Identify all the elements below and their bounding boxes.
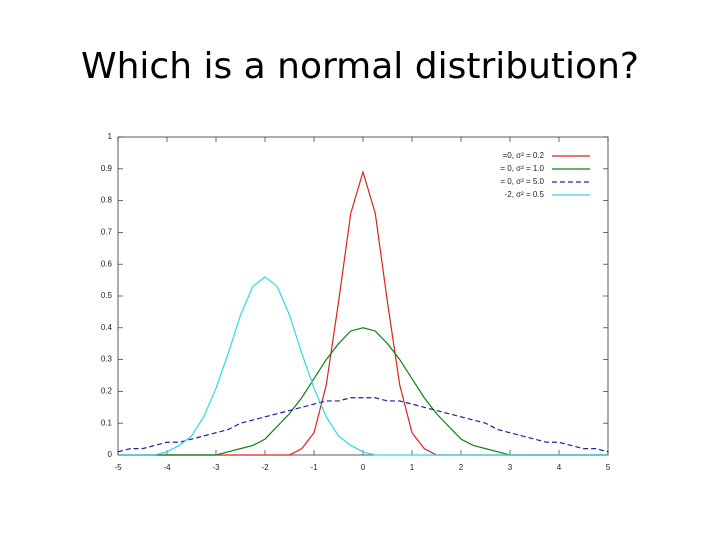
x-tick-label: -4 bbox=[163, 463, 171, 472]
series-line bbox=[117, 397, 609, 453]
y-tick-label: 0.4 bbox=[101, 323, 113, 332]
y-tick-label: 0.7 bbox=[101, 228, 113, 237]
legend-label: = 0, σ² = 5.0 bbox=[500, 177, 544, 186]
legend-label: =0, σ² = 0.2 bbox=[503, 151, 545, 160]
x-tick-label: 0 bbox=[361, 463, 366, 472]
y-tick-label: 0.9 bbox=[101, 164, 113, 173]
y-tick-label: 0 bbox=[108, 450, 113, 459]
x-tick-label: 5 bbox=[606, 463, 611, 472]
x-tick-label: 3 bbox=[508, 463, 513, 472]
legend-label: -2, σ² = 0.5 bbox=[505, 190, 545, 199]
y-tick-label: 0.3 bbox=[101, 355, 113, 364]
y-tick-label: 0.5 bbox=[101, 291, 113, 300]
x-tick-label: -2 bbox=[261, 463, 269, 472]
x-tick-label: -1 bbox=[310, 463, 318, 472]
x-tick-label: -3 bbox=[212, 463, 220, 472]
chart-title: Which is a normal distribution? bbox=[81, 46, 639, 87]
y-tick-label: 1 bbox=[108, 132, 113, 141]
y-tick-label: 0.1 bbox=[101, 418, 113, 427]
y-tick-label: 0.2 bbox=[101, 387, 113, 396]
x-tick-label: 2 bbox=[459, 463, 464, 472]
y-tick-label: 0.6 bbox=[101, 259, 113, 268]
legend-label: = 0, σ² = 1.0 bbox=[500, 164, 544, 173]
x-tick-label: 4 bbox=[557, 463, 562, 472]
series-line bbox=[118, 276, 608, 456]
x-tick-label: -5 bbox=[114, 463, 122, 472]
y-tick-label: 0.8 bbox=[101, 196, 113, 205]
x-tick-label: 1 bbox=[410, 463, 415, 472]
